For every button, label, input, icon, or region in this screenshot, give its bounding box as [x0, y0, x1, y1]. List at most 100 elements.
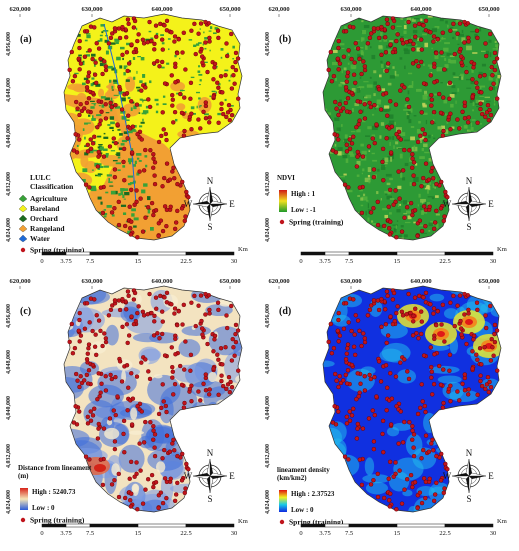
spring-point — [160, 456, 165, 461]
legend-swatch — [18, 204, 28, 213]
spring-point — [495, 368, 500, 373]
spring-point — [219, 378, 224, 384]
spring-point — [388, 371, 393, 376]
spring-point — [151, 212, 156, 218]
spring-point — [152, 41, 157, 47]
spring-point — [446, 386, 452, 392]
spring-point — [362, 67, 368, 73]
spring-point — [148, 148, 153, 153]
spring-point — [421, 295, 426, 300]
spring-point — [112, 206, 117, 211]
spring-point — [330, 420, 336, 425]
spring-point — [410, 484, 415, 490]
spring-point — [347, 146, 353, 151]
compass-rose-icon: N S E W — [443, 176, 495, 232]
spring-point — [77, 310, 82, 316]
spring-point — [163, 131, 169, 137]
spring-point — [126, 385, 131, 390]
legend-title: (m) — [18, 472, 29, 480]
y-tick-label: 4,040,000 — [6, 396, 12, 420]
spring-point — [132, 474, 137, 479]
spring-point — [135, 507, 140, 512]
y-tick-label: 4,048,000 — [6, 78, 12, 102]
spring-point — [220, 383, 226, 389]
spring-point — [429, 375, 434, 380]
spring-point — [162, 353, 168, 358]
spring-point — [466, 387, 471, 392]
spring-point — [140, 229, 146, 234]
spring-point — [383, 322, 389, 327]
spring-point — [207, 115, 212, 120]
spring-point — [429, 92, 434, 98]
spring-point — [355, 154, 360, 159]
spring-point — [489, 336, 494, 342]
spring-point — [470, 349, 475, 354]
spring-point — [488, 86, 494, 91]
compass-letter: S — [207, 494, 212, 504]
x-tick-label: 640,000 — [151, 6, 172, 13]
x-tick-label: 630,000 — [81, 278, 102, 285]
spring-point — [77, 38, 82, 44]
spring-point — [106, 313, 112, 318]
spring-point — [437, 91, 442, 97]
spring-point — [335, 328, 340, 333]
spring-point — [407, 420, 412, 425]
spring-point — [175, 480, 180, 486]
spring-point — [103, 336, 109, 341]
spring-point — [178, 363, 183, 369]
spring-point — [173, 336, 178, 342]
compass-letter: S — [466, 494, 471, 504]
spring-point — [85, 149, 91, 154]
spring-point — [86, 346, 91, 351]
spring-point — [116, 199, 121, 205]
spring-point — [103, 388, 109, 393]
spring-point — [423, 479, 429, 485]
spring-point — [455, 389, 460, 394]
spring-point — [411, 432, 417, 437]
spring-point — [102, 59, 107, 64]
spring-point — [331, 73, 337, 79]
spring-point — [431, 306, 437, 311]
spring-point — [381, 495, 387, 501]
y-tick-label: 4,048,000 — [265, 350, 271, 374]
spring-point — [351, 25, 356, 30]
spring-point — [116, 471, 121, 477]
x-tick-label: 650,000 — [478, 278, 499, 285]
spring-point — [72, 345, 78, 351]
spring-point — [100, 343, 105, 349]
spring-point — [400, 313, 406, 318]
spring-point — [398, 409, 403, 414]
spring-point — [175, 208, 180, 214]
spring-point — [390, 49, 396, 55]
spring-point — [415, 233, 420, 239]
spring-point — [151, 151, 156, 157]
spring-point — [141, 440, 147, 445]
spring-point — [138, 196, 143, 201]
spring-point — [486, 117, 492, 123]
spring-point — [418, 37, 424, 42]
spring-point — [460, 109, 465, 115]
spring-point — [374, 122, 379, 127]
spring-point — [438, 382, 444, 388]
spring-point — [470, 94, 475, 99]
spring-point — [182, 218, 188, 224]
spring-point — [440, 30, 446, 36]
spring-point — [92, 25, 97, 30]
spring-point — [113, 140, 118, 146]
compass-letter: N — [466, 176, 473, 186]
spring-point — [422, 403, 428, 409]
spring-point — [120, 52, 125, 58]
spring-point — [199, 54, 205, 59]
spring-point — [160, 228, 166, 234]
spring-point — [121, 159, 126, 165]
spring-point — [432, 64, 437, 70]
map-svg-d: 620,000 630,000 640,000 650,000 4,056,000 4,0… — [265, 278, 507, 537]
spring-point — [336, 112, 341, 118]
spring-point — [164, 18, 170, 24]
scale-bar-label: 7.5 — [86, 258, 94, 265]
spring-point — [379, 52, 384, 58]
spring-point — [462, 291, 467, 297]
spring-point — [162, 23, 167, 28]
spring-point — [88, 418, 94, 423]
spring-point — [494, 328, 500, 333]
